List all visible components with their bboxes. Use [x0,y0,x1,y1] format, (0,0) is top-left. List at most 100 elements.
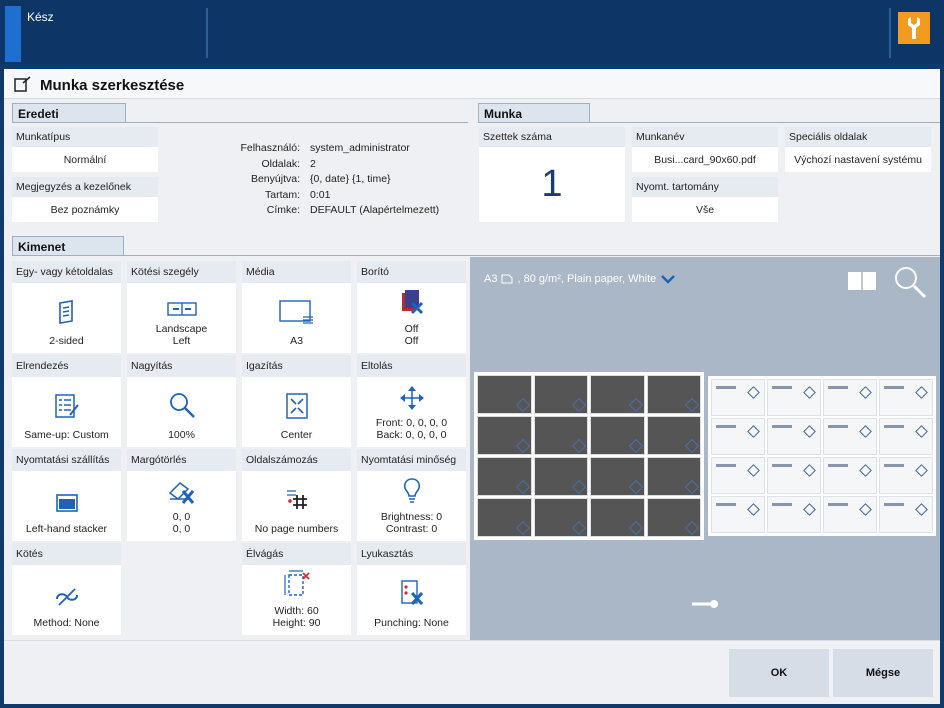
duration-key: Tartam: [264,188,300,201]
paper-orientation-icon [501,274,513,284]
label-value: DEFAULT (Alapértelmezett) [310,204,440,216]
align-setting[interactable]: Igazítás Center [242,355,351,447]
media-dropdown[interactable]: A3 , 80 g/m², Plain paper, White [484,273,676,285]
ok-button[interactable]: OK [729,649,829,697]
cover-off-icon [401,290,423,315]
print-quality-setting[interactable]: Nyomtatási minőség Brightness: 0 Contras… [357,449,466,541]
cancel-button[interactable]: Mégse [833,649,933,697]
book-view-icon[interactable] [847,270,877,292]
binding-edge-value-2: Left [172,335,191,347]
print-quality-label: Nyomtatási minőség [357,449,466,471]
sides-setting[interactable]: Egy- vagy kétoldalas 2-sided [12,261,121,353]
operator-note-label: Megjegyzés a kezelőnek [12,177,158,197]
binding-label: Kötés [12,543,121,565]
shift-label: Eltolás [357,355,466,377]
zoom-label: Nagyítás [127,355,236,377]
shift-setting[interactable]: Eltolás Front: 0, 0, 0, 0 Back: 0, 0, 0,… [357,355,466,447]
tab-eredeti: Eredeti [12,103,126,123]
preview-sheet-back [708,376,936,536]
divider [889,8,891,58]
edit-job-icon [14,76,31,92]
zoom-preview-icon[interactable] [893,265,927,299]
punch-off-icon [400,580,423,606]
cover-value-2: Off [404,335,419,347]
user-value: system_administrator [310,142,410,154]
zoom-value: 100% [168,429,195,441]
layout-label: Elrendezés [12,355,121,377]
stacker-icon [55,494,78,512]
cover-label: Borító [357,261,466,283]
layout-setting[interactable]: Elrendezés Same-up: Custom [12,355,121,447]
feed-direction-icon [692,600,718,608]
binding-value: Method: None [33,617,100,629]
delivery-value: Left-hand stacker [25,523,108,535]
binding-edge-label: Kötési szegély [127,261,236,283]
center-align-icon [285,393,308,419]
binding-edge-value: Landscape [155,323,208,335]
shift-value-2: Back: 0, 0, 0, 0 [376,429,447,441]
dialog-title: Munka szerkesztése [40,77,185,94]
job-type-field[interactable]: Normální [12,147,158,172]
submitted-key: Benyújtva: [250,173,300,185]
page-numbering-label: Oldalszámozás [242,449,351,471]
punch-setting[interactable]: Lyukasztás Punching: None [357,543,466,635]
pages-value: 2 [310,157,316,170]
operator-note-field[interactable]: Bez poznámky [12,197,158,222]
page-number-icon [286,490,307,509]
shift-arrows-icon [399,386,424,410]
trim-icon [283,570,310,596]
paper-a3-icon [278,300,313,324]
maintenance-wrench-button[interactable] [898,12,930,44]
eraser-off-icon [168,482,194,504]
zoom-setting[interactable]: Nagyítás 100% [127,355,236,447]
page-numbering-setting[interactable]: Oldalszámozás No page numbers [242,449,351,541]
print-range-field[interactable]: Vše [632,197,778,222]
delivery-setting[interactable]: Nyomtatási szállítás Left-hand stacker [12,449,121,541]
margin-erase-value: 0, 0 [172,511,191,523]
sides-label: Egy- vagy kétoldalas [12,261,121,283]
preview-sheet-front [474,372,704,540]
brightness-value: Brightness: 0 [380,511,443,523]
align-value: Center [280,429,313,441]
print-preview-area[interactable]: A3 , 80 g/m², Plain paper, White [470,257,940,641]
margin-erase-value-2: 0, 0 [172,523,191,535]
media-details-text: , 80 g/m², Plain paper, White [517,273,657,285]
job-type-label: Munkatípus [12,127,158,147]
contrast-value: Contrast: 0 [385,523,438,535]
sets-count[interactable]: 1 [479,147,625,222]
margin-erase-label: Margótörlés [127,449,236,471]
cover-value: Off [404,323,419,335]
lightbulb-icon [403,478,420,503]
page-numbering-value: No page numbers [254,523,339,535]
wrench-icon [908,17,920,39]
trim-label: Élvágás [242,543,351,565]
trim-height-value: Height: 90 [272,617,321,629]
trim-setting[interactable]: Élvágás Width: 60 Height: 90 [242,543,351,635]
binding-none-icon [55,588,78,606]
dialog-footer: OK Mégse [4,640,940,704]
media-setting[interactable]: Média A3 [242,261,351,353]
margin-erase-setting[interactable]: Margótörlés 0, 0 0, 0 [127,449,236,541]
section-divider [12,122,468,123]
section-divider [478,122,940,123]
job-name-field[interactable]: Busi...card_90x60.pdf [632,147,778,172]
print-range-label: Nyomt. tartomány [632,177,778,197]
binding-edge-setting[interactable]: Kötési szegély Landscape Left [127,261,236,353]
special-pages-field[interactable]: Výchozí nastavení systému [785,147,931,172]
trim-width-value: Width: 60 [274,605,319,617]
layout-value: Same-up: Custom [24,429,109,441]
top-status-bar: Kész [0,0,944,64]
section-divider [12,255,940,256]
sets-label: Szettek száma [479,127,625,147]
status-text: Kész [27,10,54,24]
job-name-label: Munkanév [632,127,778,147]
shift-value: Front: 0, 0, 0, 0 [375,417,448,429]
duration-value: 0:01 [310,188,331,201]
binding-setting[interactable]: Kötés Method: None [12,543,121,635]
edit-job-dialog: Munka szerkesztése Eredeti Munkatípus No… [4,69,940,704]
landscape-binding-icon [166,302,197,316]
layout-icon [54,394,79,418]
cover-setting[interactable]: Borító Off Off [357,261,466,353]
submitted-value: {0, date} {1, time} [310,173,391,185]
punch-value: Punching: None [374,617,449,629]
